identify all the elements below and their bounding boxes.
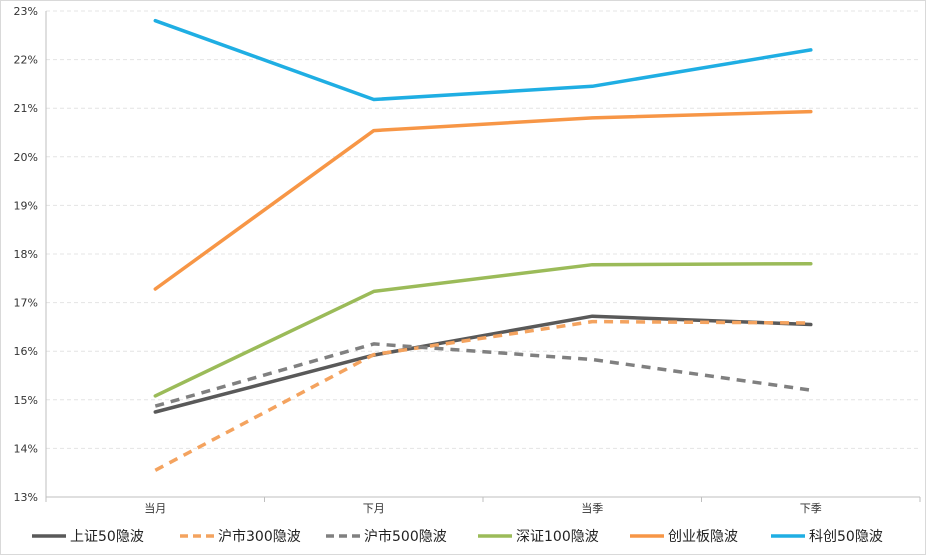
series-line-0 bbox=[153, 314, 813, 414]
x-tick-label: 当月 bbox=[144, 501, 166, 515]
y-tick-label: 19% bbox=[14, 199, 38, 212]
y-tick-label: 22% bbox=[14, 54, 38, 67]
legend-label: 科创50隐波 bbox=[809, 529, 883, 545]
legend-label: 创业板隐波 bbox=[668, 529, 738, 545]
x-tick-label: 当季 bbox=[581, 501, 603, 515]
axes bbox=[45, 11, 921, 502]
y-tick-label: 23% bbox=[14, 5, 38, 18]
y-tick-label: 14% bbox=[14, 442, 38, 455]
y-tick-label: 16% bbox=[14, 345, 38, 358]
series-line-2 bbox=[154, 342, 812, 408]
legend-label: 沪市300隐波 bbox=[218, 528, 301, 545]
series-line-3 bbox=[153, 261, 813, 398]
y-tick-label: 17% bbox=[14, 297, 38, 310]
y-tick-label: 20% bbox=[14, 151, 38, 164]
legend-label: 上证50隐波 bbox=[70, 529, 144, 545]
y-tick-labels: 13% 14% 15% 16% 17% 18% 19% 20% 21% 22% 23% bbox=[14, 5, 38, 504]
legend-label: 深证100隐波 bbox=[516, 529, 599, 545]
series-line-5 bbox=[153, 18, 813, 102]
y-tick-label: 18% bbox=[14, 248, 38, 261]
legend-label: 沪市500隐波 bbox=[364, 528, 447, 545]
x-tick-label: 下月 bbox=[363, 502, 385, 515]
y-tick-label: 21% bbox=[14, 102, 38, 115]
x-tick-labels: 当月 下月 当季 下季 bbox=[144, 501, 822, 515]
series-line-1 bbox=[154, 319, 811, 472]
y-tick-label: 13% bbox=[14, 491, 38, 504]
x-tick-label: 下季 bbox=[800, 502, 822, 515]
series-lines bbox=[153, 18, 813, 472]
y-tick-label: 15% bbox=[14, 394, 38, 407]
series-line-4 bbox=[153, 109, 813, 291]
legend: 上证50隐波 沪市300隐波 沪市500隐波 深证100隐波 创业板隐波 科创50隐波 bbox=[32, 528, 883, 545]
gridlines bbox=[46, 10, 920, 449]
